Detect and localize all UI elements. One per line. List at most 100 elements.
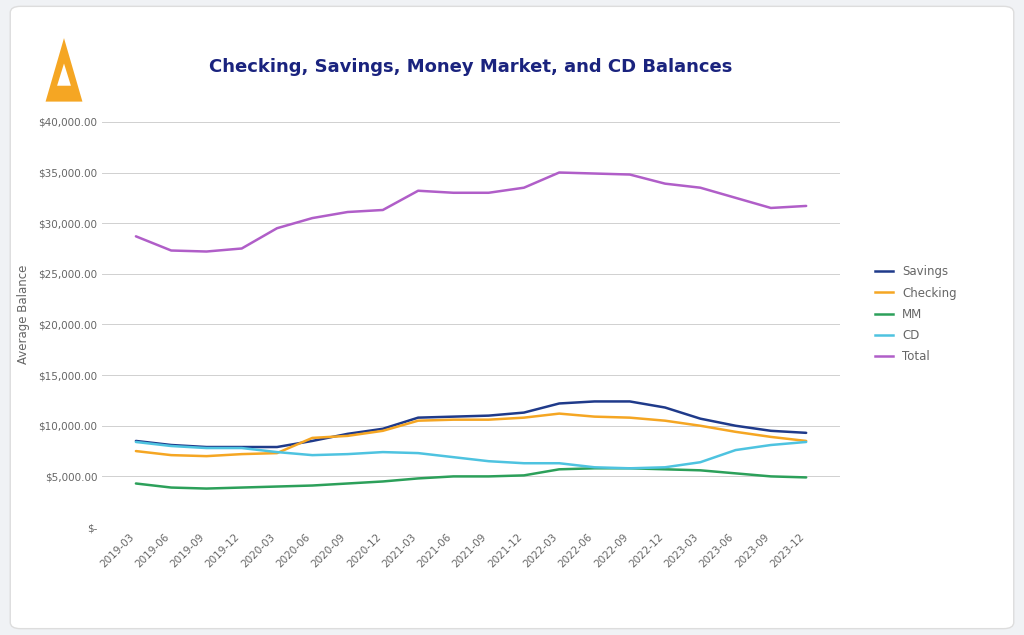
MM — [130, 479, 142, 487]
Checking — [271, 450, 284, 457]
MM — [377, 478, 389, 485]
CD — [271, 448, 284, 456]
MM — [236, 484, 248, 491]
Savings — [165, 441, 177, 449]
CD — [765, 441, 777, 449]
Checking — [589, 413, 601, 420]
Line: CD: CD — [136, 442, 806, 468]
Total — [518, 184, 530, 192]
Total — [447, 189, 460, 197]
Total — [553, 169, 565, 177]
MM — [729, 469, 741, 477]
Total — [271, 224, 284, 232]
Y-axis label: Average Balance: Average Balance — [17, 265, 30, 364]
Checking — [236, 450, 248, 458]
Savings — [800, 429, 812, 437]
CD — [800, 438, 812, 446]
Checking — [201, 452, 213, 460]
Line: Savings: Savings — [136, 401, 806, 447]
Total — [482, 189, 495, 197]
Checking — [518, 414, 530, 422]
Savings — [412, 414, 424, 422]
MM — [800, 474, 812, 481]
MM — [589, 464, 601, 472]
Total — [800, 202, 812, 210]
Total — [729, 194, 741, 202]
CD — [306, 451, 318, 459]
MM — [482, 472, 495, 480]
Savings — [553, 399, 565, 407]
Checking — [765, 433, 777, 441]
Savings — [377, 425, 389, 432]
Checking — [341, 432, 353, 439]
MM — [412, 474, 424, 482]
Total — [165, 246, 177, 254]
MM — [201, 485, 213, 492]
CD — [447, 453, 460, 461]
MM — [658, 465, 671, 473]
Line: MM: MM — [136, 468, 806, 488]
Checking — [377, 427, 389, 434]
Total — [130, 232, 142, 240]
Savings — [236, 443, 248, 451]
CD — [482, 457, 495, 465]
FancyBboxPatch shape — [10, 6, 1014, 629]
Checking — [729, 428, 741, 436]
MM — [165, 484, 177, 491]
Savings — [694, 415, 707, 422]
Savings — [482, 412, 495, 420]
Checking — [306, 434, 318, 442]
CD — [165, 442, 177, 450]
Checking — [482, 416, 495, 424]
CD — [729, 446, 741, 454]
Total — [589, 170, 601, 177]
Savings — [518, 409, 530, 417]
Savings — [201, 443, 213, 451]
Total — [412, 187, 424, 194]
MM — [447, 472, 460, 480]
CD — [553, 460, 565, 467]
Savings — [589, 398, 601, 405]
Checking — [694, 422, 707, 429]
Checking — [447, 416, 460, 424]
Text: Checking, Savings, Money Market, and CD Balances: Checking, Savings, Money Market, and CD … — [209, 58, 733, 76]
CD — [130, 438, 142, 446]
Checking — [130, 447, 142, 455]
Total — [306, 214, 318, 222]
MM — [765, 472, 777, 480]
Total — [377, 206, 389, 214]
Checking — [624, 414, 636, 422]
Savings — [658, 404, 671, 411]
Savings — [447, 413, 460, 420]
Savings — [271, 443, 284, 451]
Savings — [765, 427, 777, 434]
Checking — [658, 417, 671, 424]
Total — [201, 248, 213, 255]
MM — [271, 483, 284, 490]
Savings — [130, 437, 142, 444]
CD — [694, 458, 707, 466]
MM — [518, 472, 530, 479]
Line: Total: Total — [136, 173, 806, 251]
Total — [236, 244, 248, 252]
CD — [658, 464, 671, 471]
Total — [694, 184, 707, 192]
CD — [624, 464, 636, 472]
CD — [518, 460, 530, 467]
CD — [236, 444, 248, 452]
Total — [341, 208, 353, 216]
Savings — [341, 430, 353, 438]
Total — [658, 180, 671, 187]
Savings — [729, 422, 741, 429]
CD — [412, 450, 424, 457]
Checking — [553, 410, 565, 417]
Total — [624, 171, 636, 178]
CD — [201, 444, 213, 452]
MM — [624, 464, 636, 472]
Savings — [624, 398, 636, 405]
Polygon shape — [45, 38, 82, 102]
Polygon shape — [57, 64, 71, 86]
Line: Checking: Checking — [136, 413, 806, 456]
MM — [306, 482, 318, 490]
Legend: Savings, Checking, MM, CD, Total: Savings, Checking, MM, CD, Total — [876, 265, 956, 363]
